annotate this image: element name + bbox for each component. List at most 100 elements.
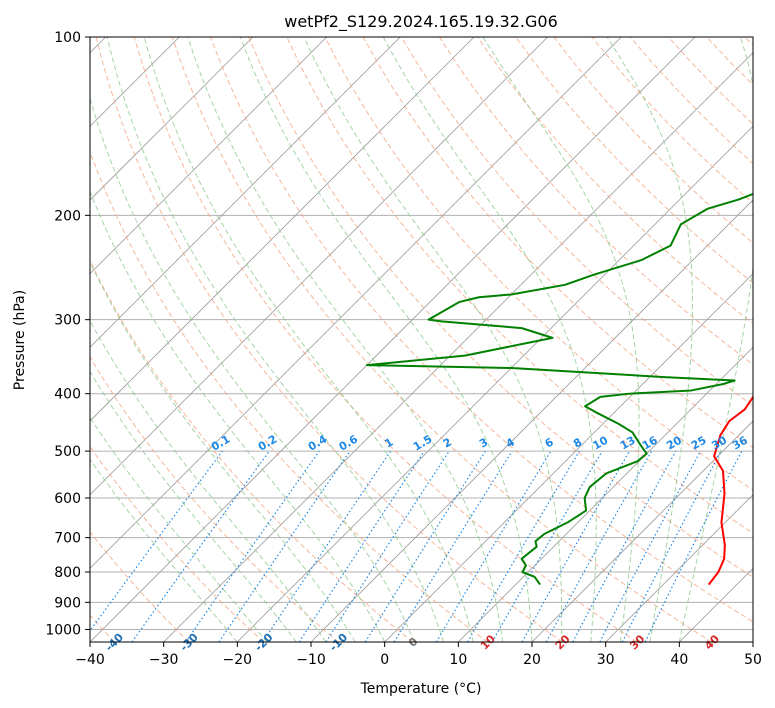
mixing-ratio-label: 0.1 (209, 433, 232, 454)
isotherm-line (90, 37, 696, 642)
x-tick-label: 20 (523, 652, 541, 668)
dry-adiabat (324, 37, 753, 491)
plot-area (90, 37, 753, 642)
x-tick-label: −40 (75, 652, 105, 668)
isotherm-line (90, 37, 401, 348)
isotherm-line (90, 37, 475, 422)
dry-adiabat (248, 37, 753, 578)
mixing-ratio-line (644, 450, 743, 642)
mixing-ratio-line (521, 450, 631, 642)
isotherm-line (752, 641, 753, 642)
mixing-ratio-line (298, 450, 425, 642)
mixing-ratio-label: 1 (382, 436, 395, 451)
dry-adiabat (171, 37, 712, 642)
mixing-ratio-line (599, 450, 702, 642)
x-axis-label: Temperature (°C) (360, 681, 482, 697)
mixing-ratio-line (131, 450, 270, 642)
mixing-ratio-label: 0.6 (337, 432, 361, 453)
y-axis-ticks: 1000 900 800 700 600 500 400 300 200 100 (45, 30, 90, 638)
mixing-ratio-line (545, 450, 653, 642)
y-tick-label: 700 (54, 531, 81, 547)
y-tick-label: 900 (54, 595, 81, 611)
dry-adiabat (90, 259, 414, 642)
mixing-ratio-label: 36 (730, 433, 750, 452)
mixing-ratio-label: 25 (689, 434, 709, 453)
mixing-ratio-line (325, 450, 450, 642)
mixing-ratio-line (572, 450, 677, 642)
y-tick-label: 800 (54, 565, 81, 581)
dry-adiabat (133, 37, 638, 642)
dry-adiabat (439, 37, 753, 366)
x-tick-label: 10 (449, 652, 467, 668)
mixing-ratio-label: 10 (591, 433, 611, 452)
moist-adiabat (90, 319, 327, 642)
mixing-ratio-line (262, 450, 392, 642)
isotherm-line (458, 346, 753, 642)
dry-adiabat (515, 37, 753, 284)
mixing-ratio-label: 0.4 (306, 432, 330, 453)
x-tick-label: −30 (149, 652, 179, 668)
dry-adiabat (591, 37, 753, 204)
isotherm-line (90, 37, 327, 275)
moist-adiabat (303, 37, 563, 642)
dry-adiabat (95, 37, 563, 642)
isotherm-line (679, 567, 753, 642)
x-tick-label: 50 (744, 652, 762, 668)
skewed-isotherms (90, 37, 753, 642)
dry-adiabat (668, 37, 753, 125)
pressure-gridlines (90, 37, 753, 630)
x-tick-label: −10 (296, 652, 326, 668)
moist-adiabat (382, 37, 597, 642)
y-tick-label: 300 (54, 313, 81, 329)
isotherm-line (163, 52, 753, 642)
isotherm-line (384, 273, 753, 642)
mixing-ratio-label: 1.5 (411, 433, 434, 454)
dry-adiabat (744, 37, 753, 47)
dry-adiabat (706, 37, 753, 86)
isotherm-line (90, 37, 622, 569)
dewpoint-profile-line (365, 192, 753, 586)
x-tick-label: 30 (597, 652, 615, 668)
mixing-ratio-line (393, 450, 513, 642)
y-tick-label: 200 (54, 208, 81, 224)
mixing-ratio-line (466, 450, 580, 642)
mixing-ratio-line (90, 450, 223, 632)
moist-adiabat (143, 37, 474, 642)
isotherm-line (531, 420, 753, 642)
dry-adiabat (90, 356, 339, 642)
moist-adiabat (239, 37, 533, 642)
y-tick-label: 100 (54, 30, 81, 46)
mixing-ratio-lines (90, 450, 743, 642)
mixing-ratio-line (218, 450, 351, 642)
x-tick-label: 40 (670, 652, 688, 668)
y-tick-label: 1000 (45, 622, 81, 638)
dry-adiabat (400, 37, 753, 407)
x-axis-ticks: −40 −30 −20 −10 0 10 20 30 40 50 (75, 642, 762, 668)
x-tick-label: 0 (380, 652, 389, 668)
isotherm-line (90, 37, 254, 201)
dry-adiabat (362, 37, 753, 449)
y-tick-label: 400 (54, 387, 81, 403)
isotherm-line (605, 494, 753, 642)
mixing-ratio-label: 6 (543, 435, 556, 450)
dry-adiabat (90, 445, 264, 642)
mixing-ratio-label: 30 (709, 433, 729, 452)
dry-adiabats (90, 37, 753, 642)
chart-title: wetPf2_S129.2024.165.19.32.G06 (284, 12, 558, 32)
moist-adiabat (90, 260, 356, 642)
temperature-profile-line (707, 395, 753, 586)
moist-adiabat (90, 189, 386, 642)
moist-adiabat (187, 37, 504, 642)
mixing-ratio-line (185, 450, 320, 642)
moist-adiabat (90, 458, 238, 642)
isotherm-line (90, 37, 548, 496)
isotherm-line (237, 125, 753, 642)
moist-adiabat (606, 37, 694, 642)
moist-adiabat (106, 37, 445, 642)
dry-adiabat (90, 531, 190, 642)
y-tick-label: 500 (54, 444, 81, 460)
y-tick-label: 600 (54, 491, 81, 507)
dry-adiabat (210, 37, 753, 623)
plot-frame (89, 36, 754, 643)
